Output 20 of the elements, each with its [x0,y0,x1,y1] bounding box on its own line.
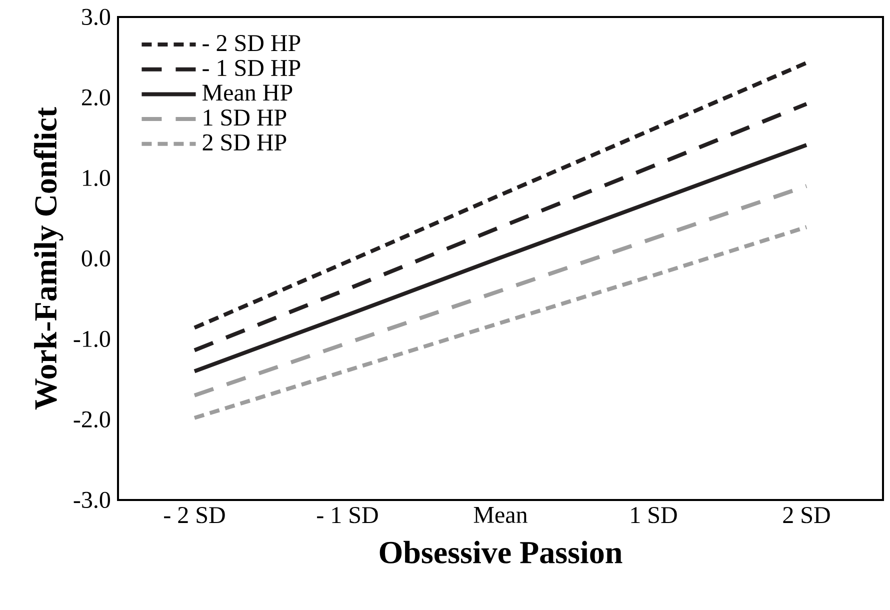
legend-label: - 1 SD HP [202,60,300,76]
y-tick-label: 0.0 [82,250,110,267]
legend-label: 2 SD HP [202,134,286,151]
x-tick-label: - 1 SD [317,507,378,524]
y-tick-label: -3.0 [74,492,110,508]
x-tick-label: - 2 SD [164,507,225,524]
legend-label: Mean HP [202,84,292,101]
y-tick-label: 3.0 [82,8,110,26]
x-tick-label: 2 SD [783,507,830,524]
legend-label: - 2 SD HP [202,35,300,52]
x-tick-label: Mean [474,507,528,523]
legend-label: 1 SD HP [204,110,286,126]
y-axis-title: Work-Family Conflict [34,107,64,410]
y-tick-label: 2.0 [82,89,110,106]
y-tick-label: -2.0 [74,411,110,428]
x-tick-label: 1 SD [631,507,677,524]
y-tick-label: -1.0 [74,330,110,348]
line-series [192,102,808,352]
x-axis-title: Obsessive Passion [380,540,622,564]
y-tick-label: 1.0 [83,170,110,186]
